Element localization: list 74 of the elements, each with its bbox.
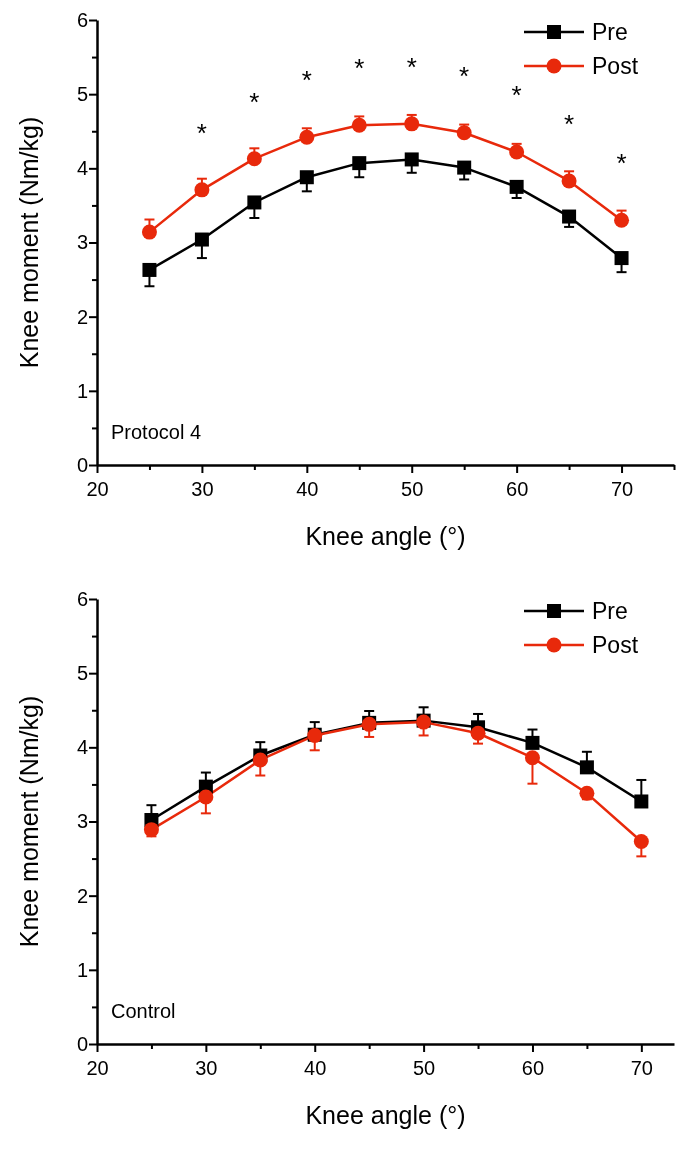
annotation: * (616, 148, 627, 179)
point (579, 785, 595, 801)
point (142, 262, 157, 277)
point (143, 822, 159, 838)
point (351, 117, 367, 133)
y-tick-label: 5 (76, 662, 88, 685)
annotation: * (249, 86, 260, 117)
x-tick-label: 60 (521, 1057, 545, 1079)
point (299, 129, 315, 145)
point (194, 182, 210, 198)
point (634, 794, 649, 809)
x-tick-label: 50 (412, 1057, 436, 1079)
point (470, 725, 486, 741)
point (404, 116, 420, 132)
y-axis-title: Knee moment (Nm/kg) (15, 695, 43, 948)
y-tick-label: 6 (76, 8, 88, 31)
point (299, 170, 314, 185)
x-axis-title: Knee angle (°) (305, 1101, 466, 1129)
x-tick-label: 30 (195, 1057, 218, 1079)
point (141, 224, 157, 240)
point (524, 750, 540, 766)
legend-label: Pre (592, 598, 628, 624)
x-tick-label: 40 (296, 478, 319, 500)
y-tick-label: 0 (76, 453, 88, 476)
y-tick-label: 0 (76, 1032, 88, 1055)
annotation: * (459, 60, 470, 91)
annotation: * (301, 65, 312, 96)
y-tick-label: 1 (76, 379, 88, 402)
y-tick-label: 4 (76, 736, 88, 759)
point (525, 735, 540, 750)
y-tick-label: 3 (76, 231, 88, 254)
point (404, 152, 419, 167)
annotation: * (196, 117, 207, 148)
annotation: * (511, 80, 522, 111)
y-tick-label: 4 (76, 157, 88, 180)
y-tick-label: 2 (76, 305, 88, 328)
point (198, 789, 214, 805)
point (456, 125, 472, 141)
y-tick-label: 5 (76, 83, 88, 106)
x-tick-label: 30 (191, 478, 214, 500)
point (562, 209, 577, 224)
point (194, 232, 209, 247)
y-axis-title: Knee moment (Nm/kg) (15, 116, 43, 369)
x-tick-label: 40 (304, 1057, 327, 1079)
point (633, 834, 649, 850)
x-tick-label: 70 (630, 1057, 653, 1079)
annotation: * (354, 53, 365, 84)
y-tick-label: 2 (76, 884, 88, 907)
x-tick-label: 20 (86, 1057, 109, 1079)
annotation: * (406, 51, 417, 82)
x-tick-label: 50 (401, 478, 424, 500)
point (509, 179, 524, 194)
y-tick-label: 1 (76, 958, 88, 981)
point (561, 173, 577, 189)
legend-label: Post (592, 53, 639, 79)
annotation: * (564, 108, 575, 139)
point (352, 156, 367, 171)
legend-label: Pre (592, 19, 628, 45)
x-tick-label: 60 (506, 478, 529, 500)
point (247, 195, 262, 210)
point (457, 160, 472, 175)
legend-label: Post (592, 632, 639, 658)
x-axis-title: Knee angle (°) (305, 522, 466, 550)
point (614, 251, 629, 266)
x-tick-label: 20 (86, 478, 109, 500)
y-tick-label: 3 (76, 810, 88, 833)
y-tick-label: 6 (76, 587, 88, 610)
point (579, 760, 594, 775)
annotation: Protocol 4 (111, 421, 202, 443)
point (246, 151, 262, 167)
annotation: Control (111, 1000, 176, 1022)
point (509, 144, 525, 160)
x-tick-label: 70 (610, 478, 634, 500)
point (252, 752, 268, 768)
